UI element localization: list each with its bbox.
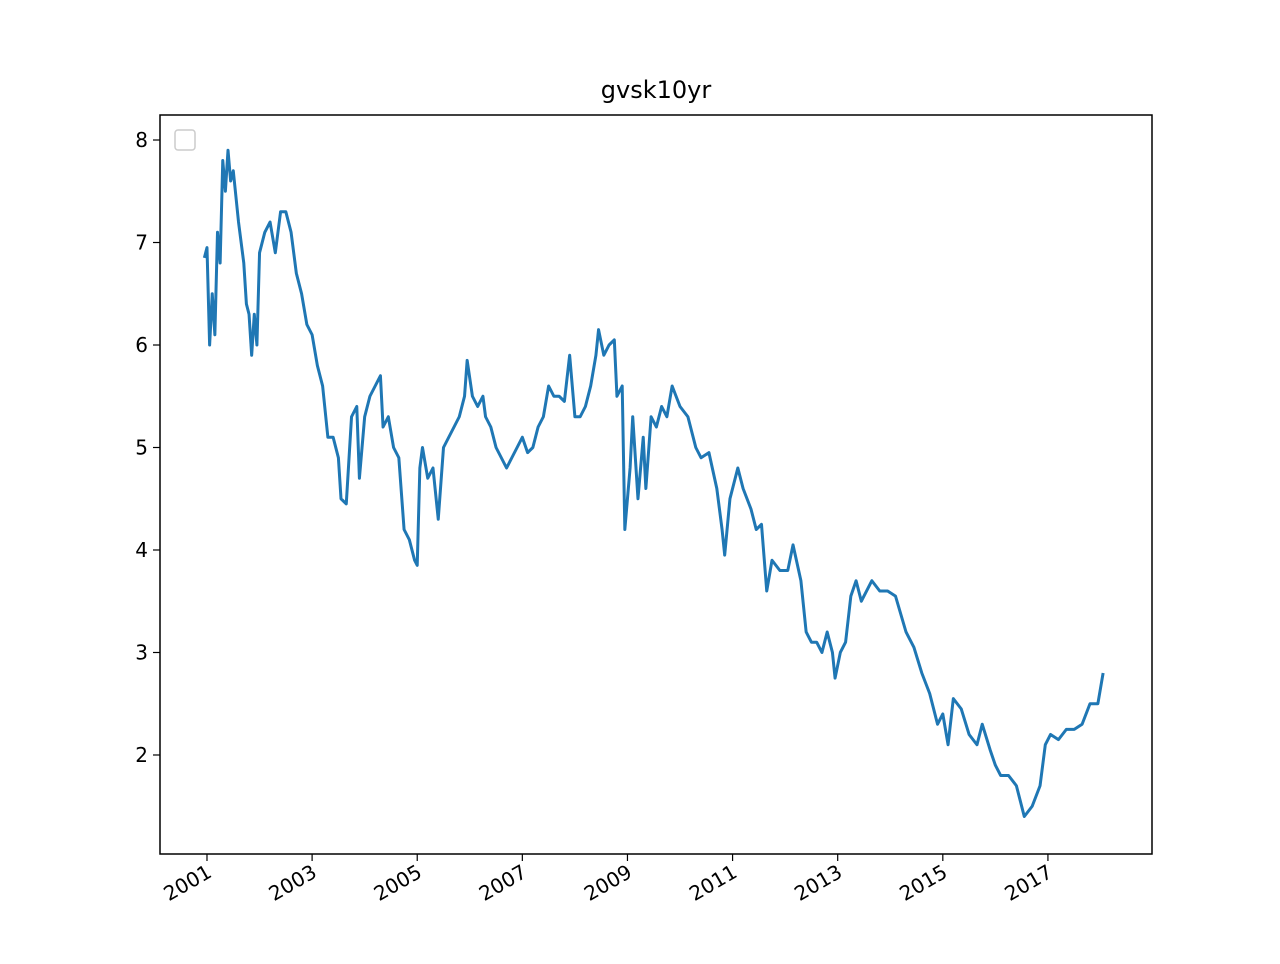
plot-frame <box>159 114 1153 855</box>
y-tick-label: 2 <box>135 743 148 767</box>
chart-title: gvsk10yr <box>601 76 712 104</box>
y-tick-label: 4 <box>135 538 148 562</box>
x-tick-label: 2007 <box>475 860 531 906</box>
y-tick-label: 7 <box>135 231 148 255</box>
x-tick-label: 2003 <box>265 860 321 906</box>
x-tick-label: 2009 <box>580 860 636 906</box>
line <box>202 148 1105 818</box>
y-tick-label: 3 <box>135 640 148 664</box>
y-tick-label: 5 <box>135 435 148 459</box>
x-tick-label: 2015 <box>895 860 951 906</box>
legend <box>174 129 196 151</box>
y-tick-label: 8 <box>135 128 148 152</box>
y-tick-label: 6 <box>135 333 148 357</box>
x-tick-label: 2005 <box>370 860 426 906</box>
x-tick-label: 2013 <box>790 860 846 906</box>
x-tick-label: 2017 <box>1000 860 1056 906</box>
x-tick-label: 2001 <box>159 860 215 906</box>
x-tick-label: 2011 <box>685 860 741 906</box>
